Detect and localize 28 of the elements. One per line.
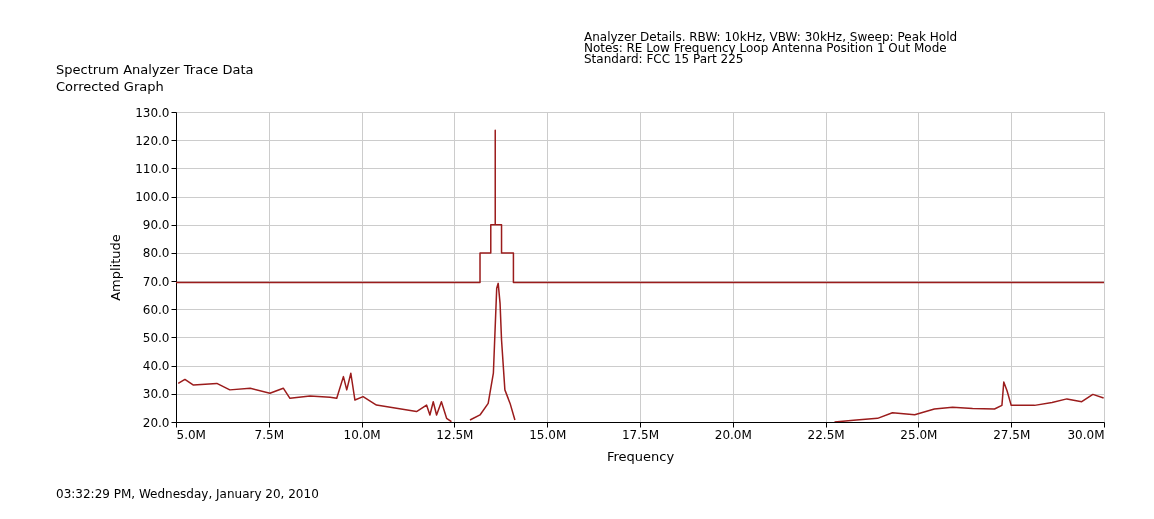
- y-tick-label: 90.0: [142, 218, 170, 233]
- y-tick-label: 100.0: [135, 190, 170, 205]
- y-tick-label: 80.0: [142, 246, 170, 261]
- x-tick-label: 7.5M: [254, 427, 285, 442]
- y-tick-label: 120.0: [135, 133, 170, 148]
- y-tick-label: 40.0: [142, 359, 170, 374]
- x-tick-label: 30.0M: [1067, 427, 1105, 442]
- x-tick-label: 20.0M: [714, 427, 752, 442]
- x-tick-label: 17.5M: [621, 427, 660, 442]
- y-tick-label: 50.0: [142, 330, 170, 345]
- x-tick-label: 5.0M: [176, 427, 206, 442]
- y-tick-label: 110.0: [135, 161, 170, 176]
- y-tick-label: 70.0: [142, 274, 170, 289]
- chart-title: Spectrum Analyzer Trace Data: [56, 62, 254, 77]
- x-tick-label: 12.5M: [436, 427, 474, 442]
- chart-subtitle: Corrected Graph: [56, 79, 164, 94]
- x-tick-label: 27.5M: [993, 427, 1031, 442]
- x-tick-label: 15.0M: [529, 427, 567, 442]
- y-axis-title: Amplitude: [108, 234, 124, 301]
- x-tick-label: 22.5M: [807, 427, 845, 442]
- text: 03:32:29 PM, Wednesday, January 20, 2010: [56, 487, 319, 501]
- x-tick-label: 25.0M: [900, 427, 938, 442]
- y-tick-label: 20.0: [142, 415, 170, 430]
- x-axis-title: Frequency: [606, 448, 675, 464]
- y-tick-label: 30.0: [142, 387, 170, 402]
- y-tick-label: 130.0: [135, 105, 170, 120]
- x-tick-label: 10.0M: [343, 427, 381, 442]
- y-tick-label: 60.0: [142, 302, 170, 317]
